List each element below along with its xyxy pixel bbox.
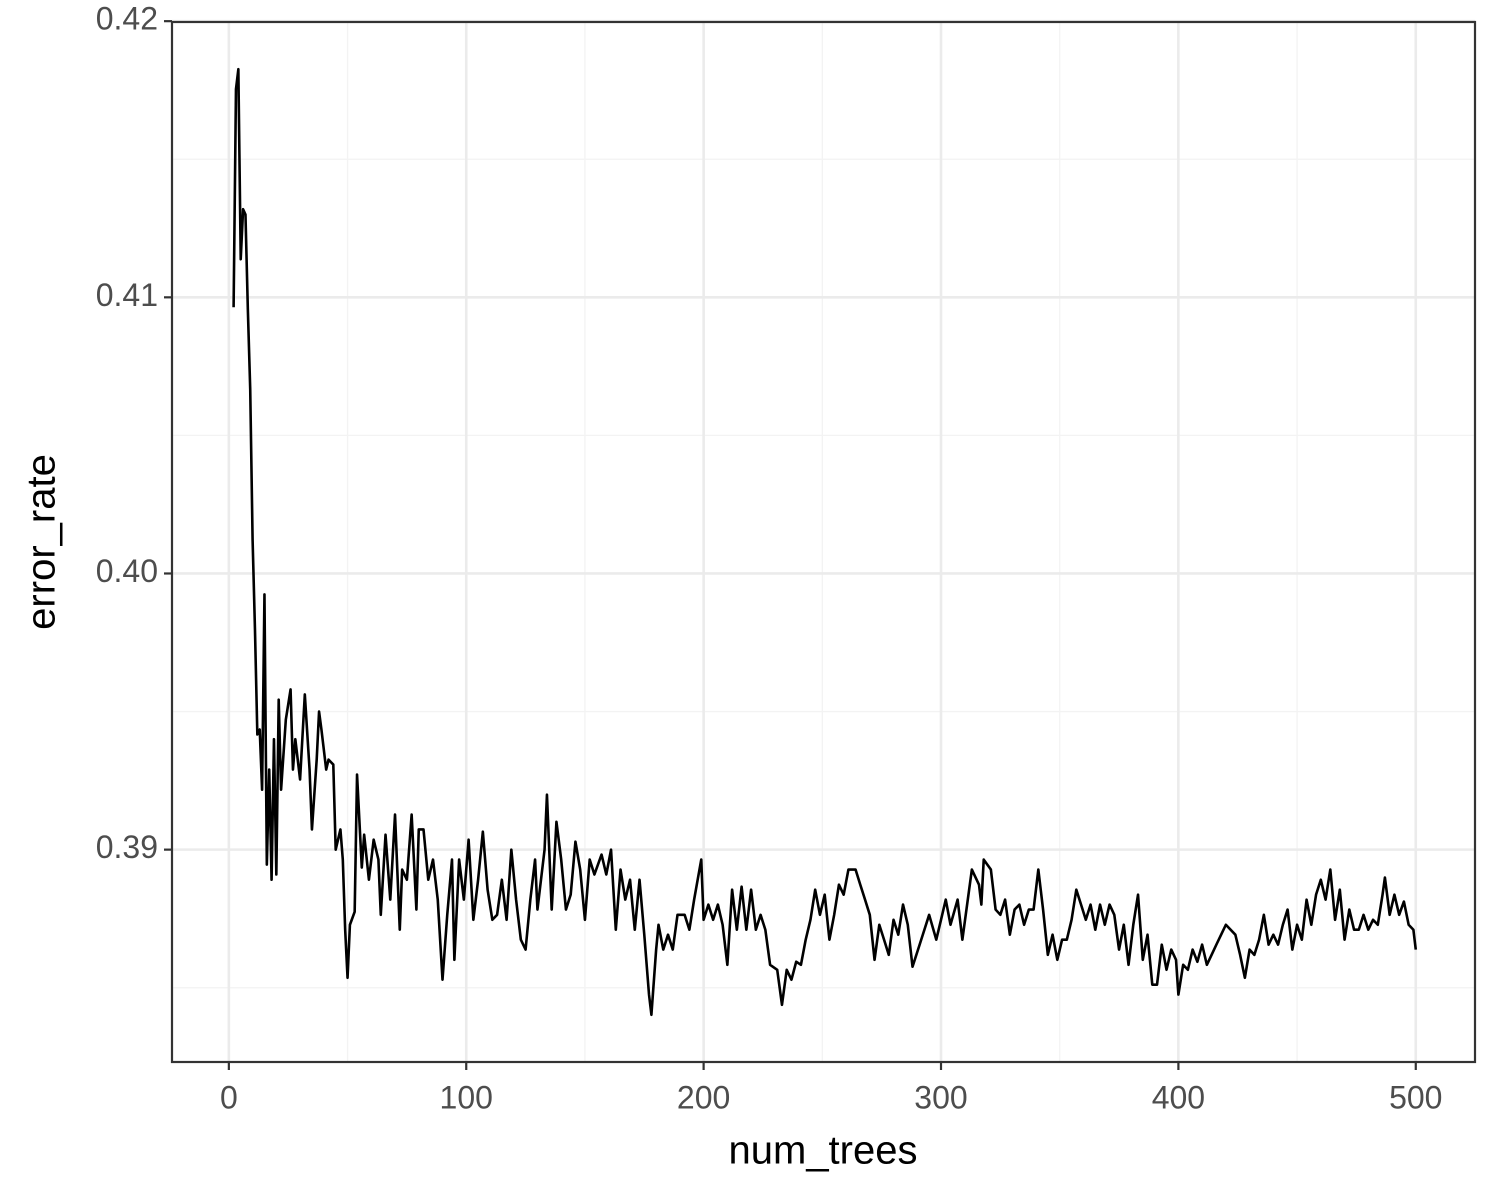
y-axis-title: error_rate [20,454,64,630]
y-tick-label: 0.42 [96,1,158,37]
x-tick-label: 0 [220,1079,238,1115]
y-tick-label: 0.40 [96,553,158,589]
x-axis-title: num_trees [729,1129,918,1173]
data-line [232,67,1418,1017]
y-tick-label: 0.41 [96,277,158,313]
y-tick-label: 0.39 [96,829,158,865]
x-tick-label: 200 [677,1079,730,1115]
x-tick-label: 100 [440,1079,493,1115]
x-tick-label: 500 [1389,1079,1442,1115]
x-tick-label: 400 [1152,1079,1205,1115]
panel-border [170,20,1477,1064]
x-tick-label: 300 [914,1079,967,1115]
